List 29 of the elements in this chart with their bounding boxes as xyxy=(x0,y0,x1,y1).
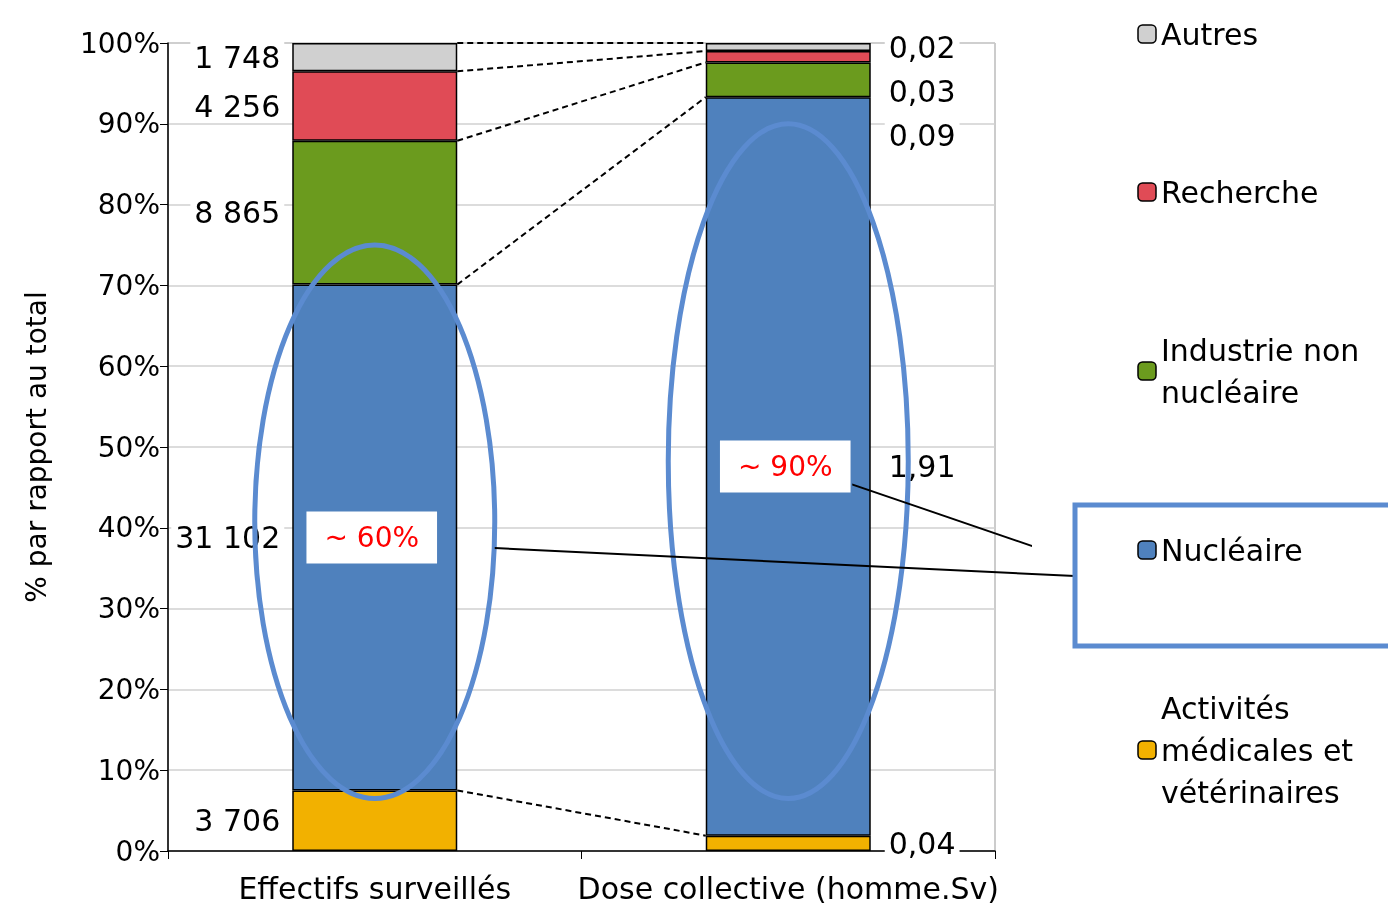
y-tick-label: 20% xyxy=(97,672,160,706)
y-tick-label: 90% xyxy=(97,107,160,141)
legend-label: Autres xyxy=(1161,16,1259,52)
y-tick-label: 70% xyxy=(97,268,160,302)
annotation: 0,04 xyxy=(888,825,956,861)
legend-label: Nucléaire xyxy=(1161,532,1303,568)
y-tick-label: 60% xyxy=(97,349,160,383)
legend-label: Activités médicales et vétérinaires xyxy=(1161,690,1363,810)
annotation: 0,02 xyxy=(888,29,956,65)
y-tick-label: 100% xyxy=(79,26,160,60)
annotation: ~ 60% xyxy=(324,521,420,554)
legend-label: Industrie non nucléaire xyxy=(1161,332,1369,410)
y-tick-label: 10% xyxy=(97,753,160,787)
annotation: 8 865 xyxy=(194,195,281,231)
y-tick-label: 0% xyxy=(115,834,160,868)
y-tick-label: 80% xyxy=(97,188,160,222)
y-tick-label: 50% xyxy=(97,430,160,464)
x-tick-label: Dose collective (homme.Sv) xyxy=(577,870,999,906)
y-tick-label: 30% xyxy=(97,592,160,626)
x-tick-label: Effectifs surveillés xyxy=(238,870,512,906)
y-axis-title: % par rapport au total xyxy=(19,291,53,603)
annotation: ~ 90% xyxy=(737,449,833,483)
annotation: 0,09 xyxy=(888,117,956,153)
annotation: 1 748 xyxy=(194,39,281,75)
annotation: 0,03 xyxy=(888,73,956,109)
annotation: 4 256 xyxy=(194,88,281,124)
legend-label: Recherche xyxy=(1161,174,1319,210)
y-tick-label: 40% xyxy=(97,511,160,545)
annotation: 3 706 xyxy=(194,803,281,839)
